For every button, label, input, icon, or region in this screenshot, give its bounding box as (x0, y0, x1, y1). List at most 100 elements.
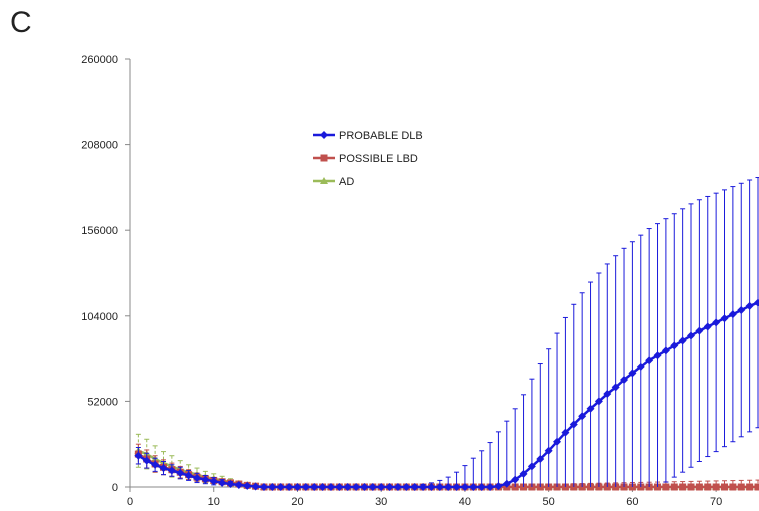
data-point (536, 455, 545, 464)
data-point (754, 298, 759, 307)
x-tick-label: 10 (208, 496, 220, 508)
data-point (703, 322, 712, 331)
data-point (645, 356, 654, 365)
data-point (679, 483, 687, 491)
data-point (569, 420, 578, 429)
data-point (544, 446, 553, 455)
data-point (661, 346, 670, 355)
data-point (737, 306, 746, 315)
legend-label: AD (339, 176, 354, 188)
data-point (745, 301, 754, 310)
data-point (268, 483, 277, 491)
data-point (368, 483, 377, 491)
x-tick-label: 40 (459, 496, 471, 508)
data-point (259, 483, 268, 491)
data-point (377, 483, 386, 491)
x-tick-label: 20 (291, 496, 303, 508)
data-point (276, 483, 285, 491)
y-tick-label: 156000 (81, 225, 118, 237)
data-point (527, 462, 536, 471)
data-point (603, 389, 612, 398)
y-tick-label: 260000 (81, 54, 118, 66)
data-point (301, 483, 310, 491)
data-point (352, 483, 361, 491)
data-point (444, 483, 453, 491)
data-point (460, 483, 469, 491)
data-point (594, 397, 603, 406)
panel-letter: C (10, 6, 32, 39)
data-point (729, 483, 737, 491)
data-point (402, 483, 411, 491)
data-point (687, 483, 695, 491)
data-point (737, 483, 745, 491)
data-point (218, 478, 227, 487)
y-tick-label: 0 (112, 482, 118, 494)
data-point (192, 473, 201, 482)
data-point (251, 482, 260, 491)
y-tick-label: 104000 (81, 311, 118, 323)
y-tick-label: 208000 (81, 140, 118, 152)
data-point (611, 383, 620, 392)
data-point (310, 483, 319, 491)
data-point (519, 469, 528, 478)
data-point (134, 451, 143, 460)
x-tick-label: 0 (127, 496, 133, 508)
data-point (452, 483, 461, 491)
data-point (695, 326, 704, 335)
data-point (320, 154, 328, 162)
data-point (159, 464, 168, 473)
legend: PROBABLE DLB POSSIBLE LBD AD (313, 130, 423, 188)
data-point (721, 483, 729, 491)
data-point (167, 466, 176, 475)
x-tick-label: 30 (375, 496, 387, 508)
data-point (151, 460, 160, 469)
x-tick-label: 50 (543, 496, 555, 508)
data-point (293, 483, 302, 491)
data-point (184, 471, 193, 480)
data-point (754, 483, 759, 491)
data-point (662, 483, 670, 491)
data-point (435, 483, 444, 491)
data-point (636, 362, 645, 371)
x-tick-label: 60 (626, 496, 638, 508)
data-point (578, 412, 587, 421)
legend-label: PROBABLE DLB (339, 130, 423, 142)
data-point (385, 483, 394, 491)
data-point (511, 475, 520, 484)
data-point (704, 483, 712, 491)
data-point (234, 481, 243, 490)
data-point (142, 456, 151, 465)
data-point (360, 483, 369, 491)
data-point (678, 336, 687, 345)
data-point (320, 177, 328, 184)
data-point (469, 483, 478, 491)
data-point (653, 351, 662, 360)
data-point (486, 483, 495, 491)
legend-label: POSSIBLE LBD (339, 153, 418, 165)
data-point (670, 483, 678, 491)
data-point (720, 314, 729, 323)
data-point (628, 369, 637, 378)
data-point (728, 310, 737, 319)
y-tick-label: 52000 (87, 396, 118, 408)
series-line (137, 301, 759, 489)
data-point (477, 483, 486, 491)
data-point (410, 483, 419, 491)
data-point (561, 428, 570, 437)
data-point (343, 483, 352, 491)
x-tick-label: 70 (710, 496, 722, 508)
data-point (226, 480, 235, 489)
data-point (687, 331, 696, 340)
data-point (502, 479, 511, 488)
data-point (670, 341, 679, 350)
data-point (419, 483, 428, 491)
data-point (746, 483, 754, 491)
data-point (318, 483, 327, 491)
data-point (553, 437, 562, 446)
data-point (243, 481, 252, 490)
data-point (494, 482, 503, 491)
data-point (712, 483, 720, 491)
data-point (393, 483, 402, 491)
data-point (427, 483, 436, 491)
data-point (586, 404, 595, 413)
